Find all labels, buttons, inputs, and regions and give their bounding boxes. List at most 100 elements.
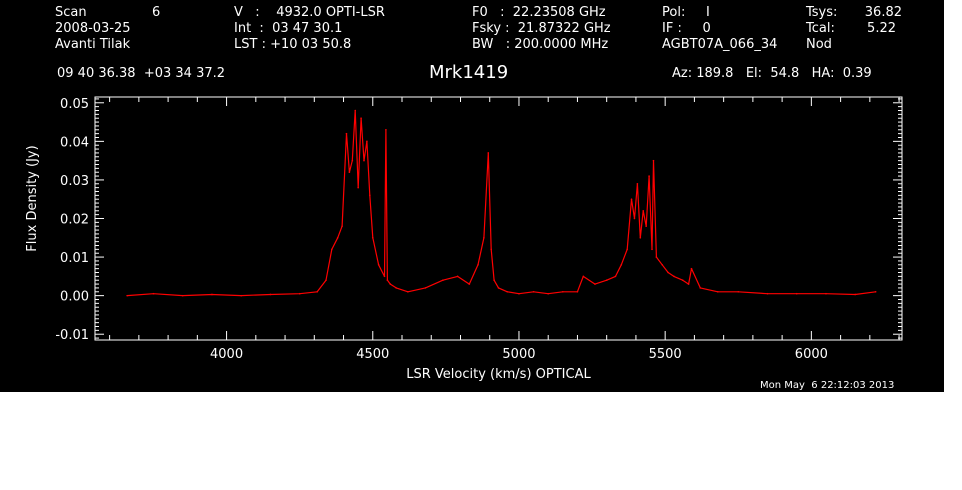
spectrum-data-point — [152, 292, 155, 295]
spectrum-data-point — [648, 175, 650, 177]
x-tick-label: 6000 — [795, 347, 828, 362]
spectrum-data-point — [687, 283, 690, 285]
spectrum-data-point — [626, 248, 628, 251]
spectrum-data-point — [699, 287, 702, 289]
spectrum-data-point — [854, 293, 857, 296]
y-tick-label: 0.04 — [60, 135, 89, 150]
source-name: Mrk1419 — [429, 62, 509, 83]
spectrum-data-point — [360, 117, 362, 120]
spectrum-data-point — [614, 275, 617, 278]
spectrum-data-point — [576, 290, 579, 293]
spectrum-data-point — [532, 290, 535, 293]
spectrum-data-point — [562, 290, 564, 293]
spectrum-data-point — [269, 293, 272, 296]
scan-label: Scan — [55, 5, 87, 20]
spectrum-data-point — [633, 217, 636, 220]
spectrum-plot: 4000 4500 5000 5500 6000 -0.01 0.00 0.01 0.02 0.0… — [25, 96, 903, 382]
spectrum-data-point — [181, 294, 184, 297]
spectrum-data-point — [630, 198, 633, 201]
spectrum-data-point — [377, 263, 380, 266]
y-tick-label: 0.02 — [60, 213, 89, 228]
spectrum-data-point — [487, 152, 490, 154]
spectrum-data-point — [456, 275, 459, 278]
spectrum-data-point — [126, 294, 128, 297]
spectrum-data-point — [316, 290, 319, 293]
spectrum-data-point — [369, 194, 371, 197]
polarization: Pol: I — [662, 5, 710, 20]
spectrum-data-point — [331, 248, 333, 251]
spectrum-data-point — [681, 279, 684, 282]
spectrum-data-point — [383, 275, 386, 278]
spectrum-data-point — [594, 283, 596, 285]
spectrum-data-point — [667, 271, 669, 274]
observation-date: 2008-03-25 — [55, 21, 131, 36]
velocity-readout: V : 4932.0 OPTI-LSR — [234, 5, 385, 20]
spectrum-data-point — [661, 263, 664, 266]
spectrum-data-point — [395, 287, 397, 289]
spectrum-data-point — [825, 292, 827, 295]
project-id: AGBT07A_066_34 — [662, 37, 778, 52]
integration-time: Int : 03 47 30.1 — [234, 21, 343, 36]
y-axis-label: Flux Density (Jy) — [25, 145, 40, 251]
spectrum-data-point — [547, 292, 550, 295]
pointing-readout: Az: 189.8 El: 54.8 HA: 0.39 — [672, 66, 872, 81]
spectrum-data-point — [351, 159, 354, 162]
timestamp: Mon May 6 22:12:03 2013 — [760, 380, 895, 391]
spectrum-data-point — [493, 279, 495, 282]
spectrum-data-point — [442, 279, 444, 282]
rest-frequency: F0 : 22.23508 GHz — [472, 5, 606, 20]
spectrum-data-point — [240, 294, 242, 297]
spectrum-data-point — [716, 290, 719, 293]
spectrum-data-point — [363, 159, 365, 162]
spectrum-data-point — [673, 275, 675, 278]
tcal-value: 5.22 — [867, 21, 896, 36]
spectrum-data-point — [336, 236, 339, 239]
spectrum-data-point — [506, 290, 509, 293]
spectrum-data-point — [357, 186, 359, 189]
observer-name: Avanti Tilak — [55, 37, 131, 52]
spectrum-data-point — [518, 292, 520, 295]
switching-mode: Nod — [806, 37, 832, 52]
lst-readout: LST : +10 03 50.8 — [234, 37, 352, 52]
spectrum-data-point — [366, 140, 368, 143]
y-tick-label: 0.01 — [60, 251, 89, 266]
spectrum-data-point — [639, 236, 642, 239]
plot-frame — [94, 96, 903, 341]
spectrum-data-point — [737, 290, 740, 293]
spectrum-data-point — [354, 109, 357, 112]
spectrum-data-point — [655, 256, 658, 258]
spectrum-data-point — [211, 293, 213, 296]
spectrum-data-point — [345, 132, 348, 135]
spectrum-data-point — [483, 236, 485, 239]
spectrum-data-point — [645, 225, 647, 228]
spectrum-data-point — [651, 248, 653, 251]
x-tick-label: 4500 — [356, 347, 389, 362]
spectrum-data-point — [874, 290, 877, 293]
scan-number: 6 — [152, 5, 161, 20]
spectrum-data-point — [766, 292, 769, 295]
y-tick-label: -0.01 — [55, 328, 89, 343]
spectrum-data-point — [620, 263, 623, 266]
x-axis-label: LSR Velocity (km/s) OPTICAL — [406, 367, 591, 382]
sky-frequency: Fsky : 21.87322 GHz — [472, 21, 611, 36]
spectrum-series-line — [127, 109, 876, 297]
spectrum-display: Scan 6 2008-03-25 Avanti Tilak V : 4932.… — [0, 0, 944, 392]
spectrum-data-point — [348, 171, 351, 174]
x-tick-label: 5000 — [502, 347, 535, 362]
spectrum-data-point — [582, 275, 585, 278]
spectrum-data-point — [371, 236, 374, 239]
tsys-value: 36.82 — [864, 5, 902, 20]
spectrum-data-point — [605, 279, 608, 282]
spectrum-data-point — [385, 128, 387, 131]
spectrum-data-point — [497, 287, 500, 289]
spectrum-data-point — [341, 225, 343, 228]
source-coordinates: 09 40 36.38 +03 34 37.2 — [57, 66, 226, 81]
if-number: IF : 0 — [662, 21, 711, 36]
spectrum-data-point — [795, 292, 798, 295]
tsys-label: Tsys: — [806, 5, 838, 20]
spectrum-data-point — [325, 279, 327, 282]
spectrum-data-point — [407, 290, 409, 293]
bandwidth: BW : 200.0000 MHz — [472, 37, 609, 52]
spectrum-data-point — [690, 267, 693, 270]
spectrum-data-point — [468, 283, 471, 285]
